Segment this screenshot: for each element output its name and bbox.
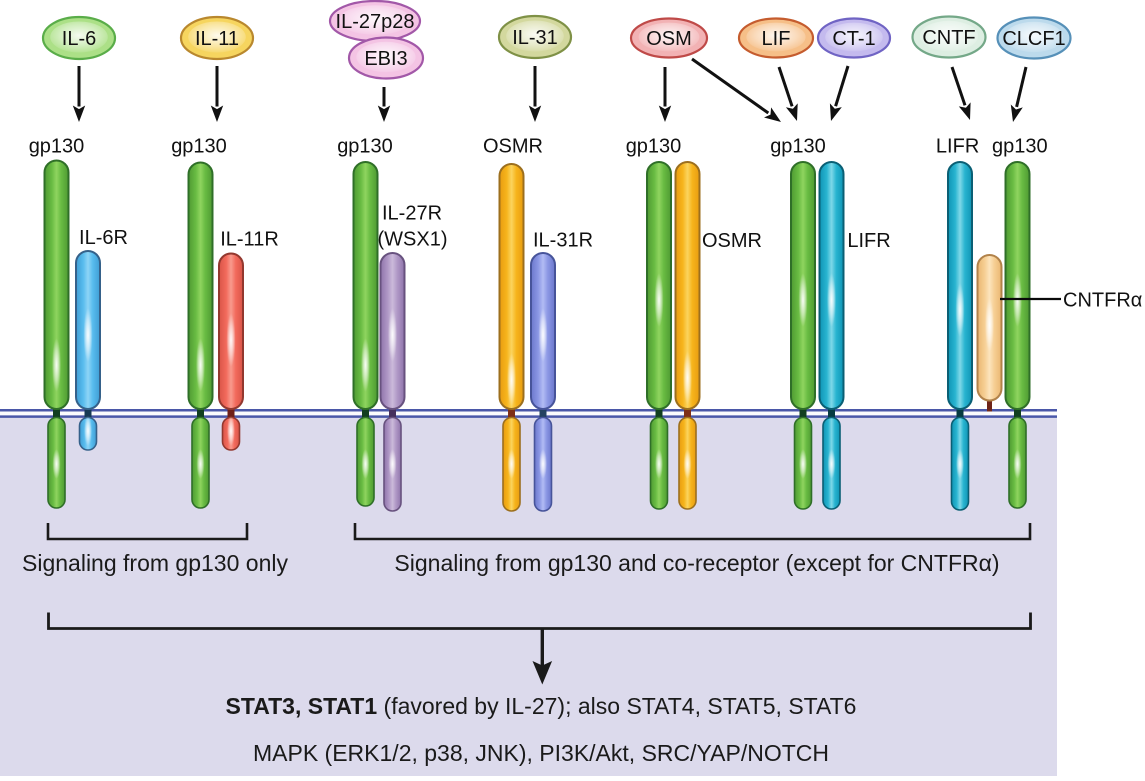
svg-text:STAT3, STAT1 (favored by IL-27: STAT3, STAT1 (favored by IL-27); also ST… xyxy=(226,693,857,719)
svg-text:gp130: gp130 xyxy=(337,136,393,158)
svg-text:Signaling from gp130 and co-re: Signaling from gp130 and co-receptor (ex… xyxy=(394,550,999,576)
svg-text:OSMR: OSMR xyxy=(483,136,543,158)
svg-text:IL-11: IL-11 xyxy=(195,28,239,50)
svg-text:CLCF1: CLCF1 xyxy=(1002,28,1065,50)
svg-text:IL-27p28: IL-27p28 xyxy=(336,11,415,33)
svg-text:gp130: gp130 xyxy=(992,136,1048,158)
svg-text:IL-27R: IL-27R xyxy=(382,203,442,225)
svg-text:IL-31: IL-31 xyxy=(512,27,558,49)
svg-text:(WSX1): (WSX1) xyxy=(378,229,448,251)
svg-text:gp130: gp130 xyxy=(770,136,826,158)
svg-text:MAPK (ERK1/2, p38, JNK), PI3K/: MAPK (ERK1/2, p38, JNK), PI3K/Akt, SRC/Y… xyxy=(253,740,829,766)
svg-text:IL-11R: IL-11R xyxy=(220,229,279,251)
svg-text:EBI3: EBI3 xyxy=(364,48,407,70)
svg-text:LIFR: LIFR xyxy=(936,136,979,158)
svg-text:IL-31R: IL-31R xyxy=(533,230,593,252)
svg-text:gp130: gp130 xyxy=(171,136,227,158)
svg-text:gp130: gp130 xyxy=(29,136,85,158)
svg-text:CNTFRα: CNTFRα xyxy=(1063,290,1142,312)
svg-text:gp130: gp130 xyxy=(626,136,682,158)
svg-text:OSMR: OSMR xyxy=(702,230,762,252)
svg-text:LIF: LIF xyxy=(762,28,791,50)
svg-text:Signaling from gp130 only: Signaling from gp130 only xyxy=(22,550,288,576)
svg-text:CNTF: CNTF xyxy=(922,27,975,49)
svg-text:OSM: OSM xyxy=(646,28,692,50)
svg-text:IL-6: IL-6 xyxy=(62,28,96,50)
svg-text:CT-1: CT-1 xyxy=(832,28,875,50)
svg-text:LIFR: LIFR xyxy=(847,230,890,252)
svg-text:IL-6R: IL-6R xyxy=(79,227,128,249)
